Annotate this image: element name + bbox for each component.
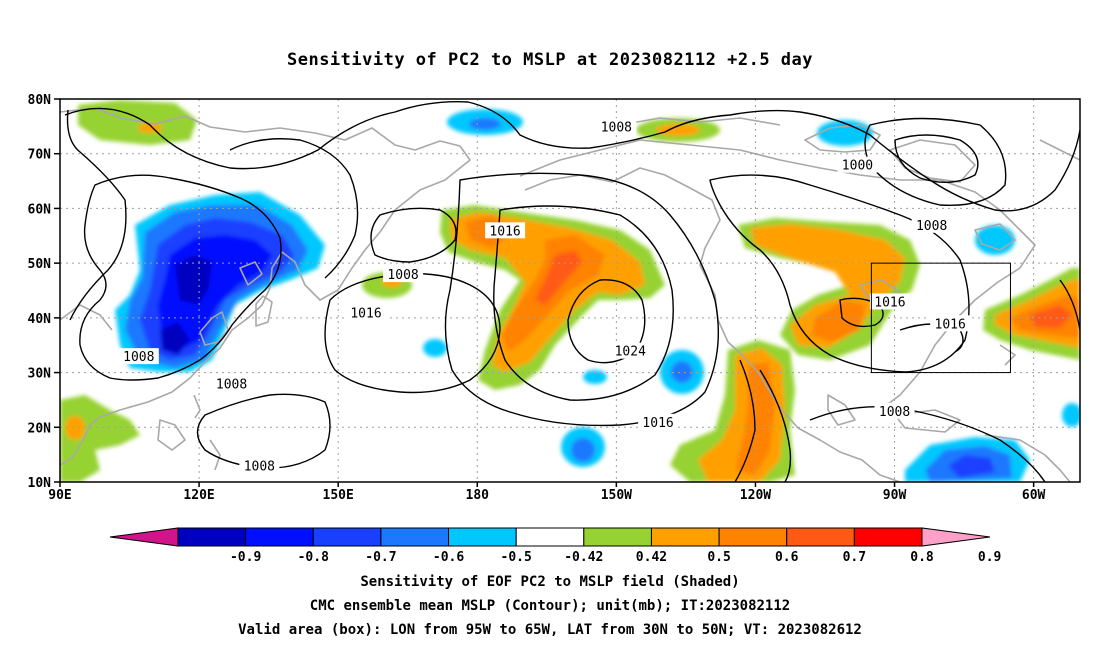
colorbar-swatch	[853, 527, 923, 547]
colorbar-label: 0.42	[636, 550, 667, 565]
contour-labels: 1008 1000 1008 1016 1008 1016 1008 1008 1024 1016…	[118, 118, 971, 475]
colorbar-label: 0.6	[775, 550, 799, 565]
lat-label: 20N	[28, 421, 52, 436]
lon-label: 120E	[183, 488, 214, 503]
colorbar-low-arrow	[109, 527, 179, 547]
colorbar-label: -0.8	[298, 550, 329, 565]
contour-label-bg	[869, 293, 910, 310]
contour-label-bg	[118, 348, 159, 365]
colorbar-swatch	[718, 527, 788, 547]
lat-label: 80N	[28, 93, 52, 108]
map-frame	[59, 98, 1081, 483]
contour-label-bg	[485, 222, 526, 239]
caption-line-3: Valid area (box): LON from 95W to 65W, L…	[238, 622, 862, 638]
contour-label-bg	[638, 413, 679, 430]
map-title: Sensitivity of PC2 to MSLP at 2023082112…	[286, 50, 813, 70]
lon-label: 90E	[48, 488, 71, 503]
colorbar-label: -0.7	[365, 550, 396, 565]
contour-label-bg	[383, 266, 424, 283]
sensitivity-shading	[60, 100, 1080, 482]
lon-label: 120W	[740, 488, 771, 503]
lat-label: 30N	[28, 367, 52, 382]
lon-label: 150E	[323, 488, 354, 503]
contour-label-bg	[596, 118, 637, 135]
contour-label: 1008	[387, 268, 418, 283]
contour-label-bg	[911, 216, 952, 233]
colorbar-swatch	[583, 527, 652, 547]
colorbar-label: 0.8	[910, 550, 934, 565]
contour-label: 1000	[842, 159, 873, 174]
lat-label: 40N	[28, 312, 52, 327]
colorbar-label: -0.5	[501, 550, 532, 565]
colorbar-swatch	[448, 527, 517, 547]
contour-label: 1008	[216, 378, 247, 393]
contour-label-bg	[930, 315, 971, 332]
graticule	[60, 99, 1080, 482]
contour-label-bg	[837, 156, 878, 173]
contour-label: 1008	[916, 219, 947, 234]
contour-label-bg	[346, 304, 386, 321]
lat-label: 60N	[28, 202, 52, 217]
caption-line-2: CMC ensemble mean MSLP (Contour); unit(m…	[309, 598, 791, 614]
lat-label: 10N	[28, 476, 52, 491]
contour-label-bg	[874, 402, 915, 419]
lon-label: 150W	[601, 488, 632, 503]
colorbar-swatch	[177, 527, 247, 547]
contour-label-bg	[239, 457, 280, 474]
colorbar: -0.9 -0.8 -0.7 -0.6 -0.5 -0.42 0.42 0.5 0.6 0.7 0.…	[109, 527, 1001, 565]
positive-region-west-pacific	[60, 395, 140, 482]
lon-label: 60W	[1022, 488, 1046, 503]
lon-label: 180	[466, 488, 490, 503]
colorbar-label: -0.6	[433, 550, 464, 565]
lon-label: 90W	[883, 488, 907, 503]
contour-label: 1008	[244, 460, 275, 475]
colorbar-label: 0.7	[843, 550, 866, 565]
colorbar-swatch	[312, 527, 382, 547]
lat-label: 70N	[28, 148, 52, 163]
caption-line-1: Sensitivity of EOF PC2 to MSLP field (Sh…	[360, 574, 740, 590]
colorbar-label: 0.9	[978, 550, 1001, 565]
colorbar-swatch	[515, 527, 585, 547]
colorbar-swatch	[245, 527, 314, 547]
contour-label-bg	[610, 342, 651, 359]
valid-area-box	[870, 262, 1011, 374]
contour-label: 1016	[874, 295, 905, 310]
colorbar-label: 0.5	[707, 550, 730, 565]
colorbar-high-arrow	[921, 527, 991, 547]
colorbar-label: -0.42	[564, 550, 603, 565]
colorbar-swatch	[650, 527, 720, 547]
contour-label: 1024	[615, 345, 646, 360]
contour-label: 1016	[489, 224, 520, 239]
contour-label: 1016	[935, 317, 966, 332]
contour-label: 1008	[879, 405, 910, 420]
contour-label-bg	[211, 375, 252, 392]
contour-label: 1016	[350, 306, 381, 321]
contour-label: 1008	[123, 350, 154, 365]
colorbar-swatch	[380, 527, 450, 547]
positive-region-arctic	[78, 100, 197, 145]
contour-label: 1008	[601, 120, 632, 135]
colorbar-swatch	[786, 527, 855, 547]
contour-label: 1016	[642, 416, 673, 431]
lat-label: 50N	[28, 257, 52, 272]
colorbar-label: -0.9	[230, 550, 261, 565]
